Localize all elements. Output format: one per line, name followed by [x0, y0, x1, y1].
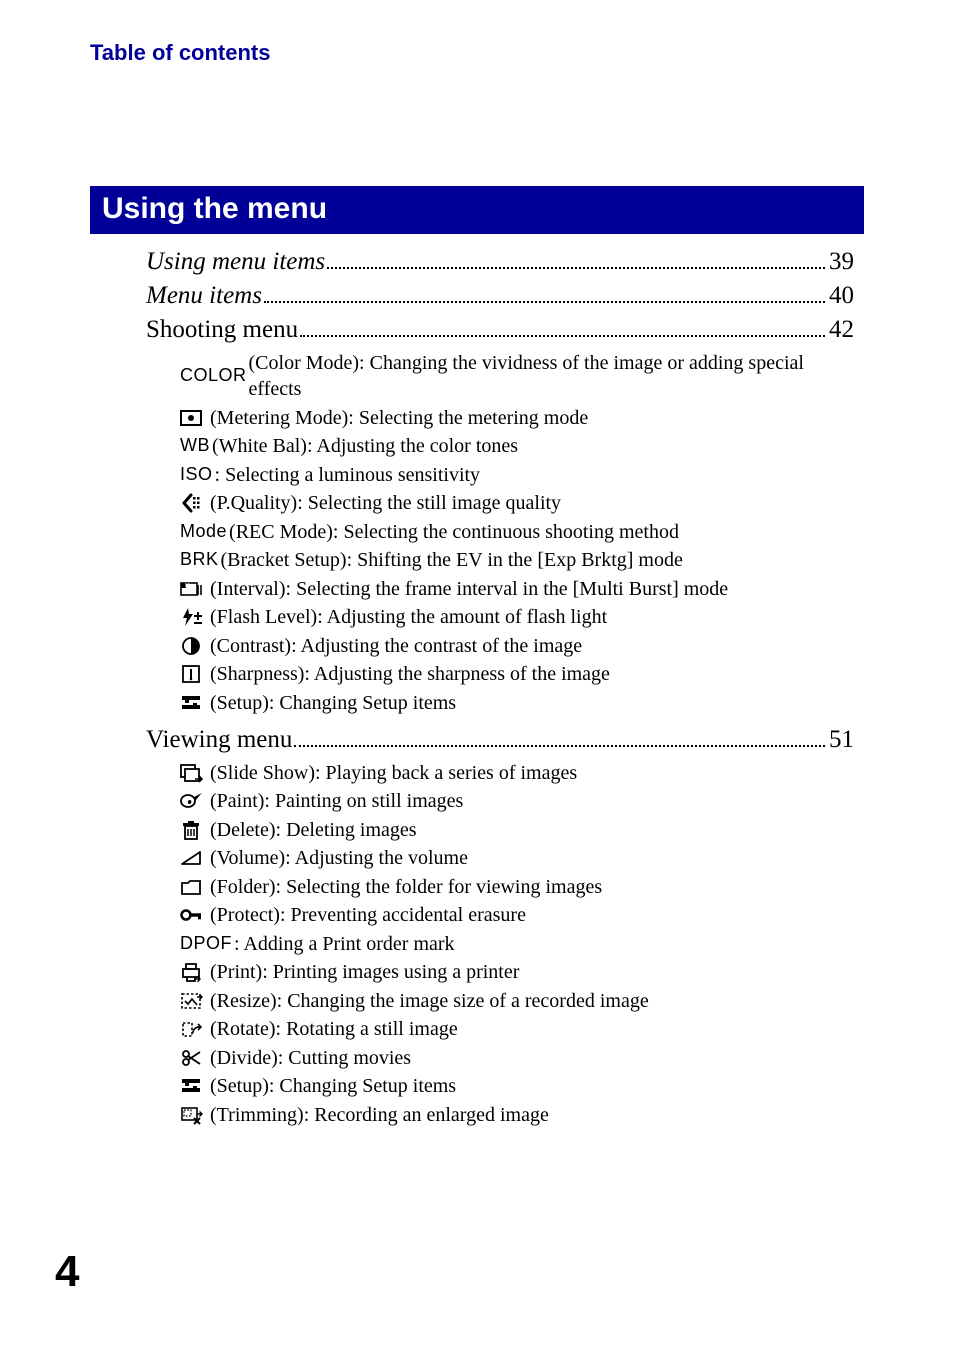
toc-subitem[interactable]: (Paint): Painting on still images [180, 788, 854, 814]
toc-subitem[interactable]: DPOF: Adding a Print order mark [180, 931, 854, 957]
print-icon [180, 962, 210, 982]
subitem-text: (Rotate): Rotating a still image [210, 1016, 458, 1042]
resize-icon [180, 991, 210, 1011]
subitem-text: (Divide): Cutting movies [210, 1045, 411, 1071]
slideshow-icon [180, 763, 210, 783]
divide-icon [180, 1048, 210, 1068]
toc-subitem[interactable]: (Setup): Changing Setup items [180, 690, 854, 716]
trimming-icon [180, 1105, 210, 1125]
subitem-text: (Interval): Selecting the frame interval… [210, 576, 728, 602]
contrast-icon [180, 636, 210, 656]
folder-icon [180, 877, 210, 897]
rotate-icon [180, 1019, 210, 1039]
subitem-prefix: DPOF [180, 932, 232, 955]
subitem-text: (Flash Level): Adjusting the amount of f… [210, 604, 607, 630]
toc-subitem[interactable]: (Print): Printing images using a printer [180, 959, 854, 985]
subitem-prefix: Mode [180, 520, 227, 543]
toc-leader [327, 266, 825, 269]
toc-entry-title[interactable]: Using menu items [146, 248, 325, 276]
toc-entry-title[interactable]: Shooting menu [146, 316, 298, 344]
toc-header: Table of contents [90, 40, 864, 66]
page-number: 4 [55, 1247, 79, 1297]
toc-entry-page[interactable]: 42 [829, 316, 854, 344]
toc-entry-title[interactable]: Viewing menu [146, 726, 292, 754]
toc-subitem[interactable]: (Rotate): Rotating a still image [180, 1016, 854, 1042]
subitem-text: (Folder): Selecting the folder for viewi… [210, 874, 602, 900]
toc-sublist-viewing: (Slide Show): Playing back a series of i… [180, 760, 854, 1128]
toc-row: Viewing menu 51 [146, 726, 854, 754]
toc-list: Using menu items 39 Menu items 40 Shooti… [146, 248, 854, 1128]
subitem-text: (Bracket Setup): Shifting the EV in the … [221, 547, 683, 573]
subitem-text: (White Bal): Adjusting the color tones [212, 433, 518, 459]
toc-leader [294, 744, 825, 747]
subitem-text: (Print): Printing images using a printer [210, 959, 519, 985]
toc-subitem[interactable]: (Metering Mode): Selecting the metering … [180, 405, 854, 431]
toc-subitem[interactable]: COLOR (Color Mode): Changing the vividne… [180, 350, 854, 402]
subitem-text: (Volume): Adjusting the volume [210, 845, 468, 871]
subitem-text: (Contrast): Adjusting the contrast of th… [210, 633, 582, 659]
toc-entry-page[interactable]: 40 [829, 282, 854, 310]
subitem-text: (Sharpness): Adjusting the sharpness of … [210, 661, 610, 687]
subitem-text: (Trimming): Recording an enlarged image [210, 1102, 549, 1128]
toc-subitem[interactable]: (Delete): Deleting images [180, 817, 854, 843]
metering-icon [180, 408, 210, 428]
toc-row: Menu items 40 [146, 282, 854, 310]
manual-page: Table of contents Using the menu Using m… [0, 0, 954, 1357]
toc-entry-title[interactable]: Menu items [146, 282, 262, 310]
toc-subitem[interactable]: (Resize): Changing the image size of a r… [180, 988, 854, 1014]
toc-subitem[interactable]: (Setup): Changing Setup items [180, 1073, 854, 1099]
sharpness-icon [180, 664, 210, 684]
subitem-text: (Protect): Preventing accidental erasure [210, 902, 526, 928]
toc-subitem[interactable]: (Contrast): Adjusting the contrast of th… [180, 633, 854, 659]
toc-subitem[interactable]: (Divide): Cutting movies [180, 1045, 854, 1071]
subitem-text: (P.Quality): Selecting the still image q… [210, 490, 561, 516]
flashlevel-icon [180, 607, 210, 627]
subitem-text: (REC Mode): Selecting the continuous sho… [229, 519, 679, 545]
toc-subitem[interactable]: Mode (REC Mode): Selecting the continuou… [180, 519, 854, 545]
toc-sublist-shooting: COLOR (Color Mode): Changing the vividne… [180, 350, 854, 716]
toc-row: Shooting menu 42 [146, 316, 854, 344]
subitem-text: : Adding a Print order mark [234, 931, 455, 957]
subitem-prefix: COLOR [180, 364, 247, 387]
section-title-bar: Using the menu [90, 186, 864, 234]
interval-icon [180, 579, 210, 599]
subitem-text: (Setup): Changing Setup items [210, 690, 456, 716]
toc-subitem[interactable]: (Protect): Preventing accidental erasure [180, 902, 854, 928]
toc-subitem[interactable]: (Flash Level): Adjusting the amount of f… [180, 604, 854, 630]
protect-icon [180, 905, 210, 925]
toc-entry-page[interactable]: 39 [829, 248, 854, 276]
setup-icon [180, 1076, 210, 1096]
setup-icon [180, 693, 210, 713]
subitem-prefix: WB [180, 434, 210, 457]
subitem-prefix: BRK [180, 548, 219, 571]
toc-leader [264, 300, 825, 303]
subitem-text: (Setup): Changing Setup items [210, 1073, 456, 1099]
pquality-icon [180, 493, 210, 513]
toc-leader [300, 334, 825, 337]
toc-subitem[interactable]: (Sharpness): Adjusting the sharpness of … [180, 661, 854, 687]
subitem-text: (Metering Mode): Selecting the metering … [210, 405, 588, 431]
toc-entry-page[interactable]: 51 [829, 726, 854, 754]
subitem-text: (Delete): Deleting images [210, 817, 417, 843]
toc-row: Using menu items 39 [146, 248, 854, 276]
toc-subitem[interactable]: (Slide Show): Playing back a series of i… [180, 760, 854, 786]
subitem-text: : Selecting a luminous sensitivity [215, 462, 481, 488]
toc-subitem[interactable]: (Folder): Selecting the folder for viewi… [180, 874, 854, 900]
toc-subitem[interactable]: (Trimming): Recording an enlarged image [180, 1102, 854, 1128]
toc-subitem[interactable]: (P.Quality): Selecting the still image q… [180, 490, 854, 516]
toc-subitem[interactable]: ISO: Selecting a luminous sensitivity [180, 462, 854, 488]
delete-icon [180, 820, 210, 840]
subitem-text: (Paint): Painting on still images [210, 788, 463, 814]
toc-subitem[interactable]: (Volume): Adjusting the volume [180, 845, 854, 871]
subitem-text: (Resize): Changing the image size of a r… [210, 988, 649, 1014]
toc-subitem[interactable]: BRK (Bracket Setup): Shifting the EV in … [180, 547, 854, 573]
paint-icon [180, 791, 210, 811]
subitem-text: (Color Mode): Changing the vividness of … [249, 350, 854, 402]
volume-icon [180, 848, 210, 868]
subitem-text: (Slide Show): Playing back a series of i… [210, 760, 577, 786]
subitem-prefix: ISO [180, 463, 213, 486]
toc-subitem[interactable]: (Interval): Selecting the frame interval… [180, 576, 854, 602]
toc-subitem[interactable]: WB (White Bal): Adjusting the color tone… [180, 433, 854, 459]
